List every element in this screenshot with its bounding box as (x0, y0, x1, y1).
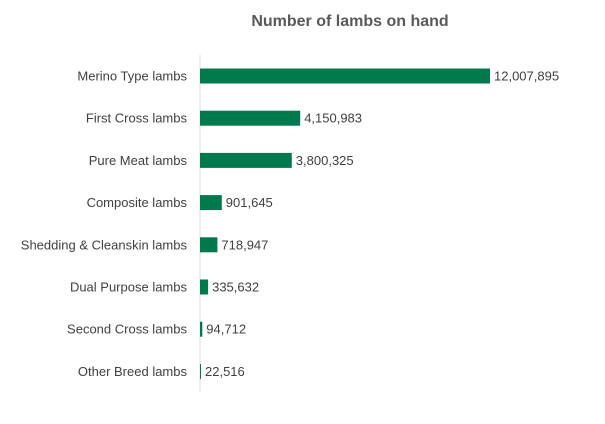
category-label-3: Composite lambs (87, 195, 188, 210)
category-label-5: Dual Purpose lambs (70, 280, 188, 295)
bar-7 (200, 363, 201, 379)
bar-5 (200, 279, 209, 295)
value-label-0: 12,007,895 (494, 69, 559, 84)
bar-3 (200, 195, 222, 211)
category-label-0: Merino Type lambs (77, 69, 187, 84)
bar-0 (200, 68, 490, 84)
bar-2 (200, 152, 292, 168)
value-label-5: 335,632 (212, 280, 259, 295)
chart-title: Number of lambs on hand (251, 13, 448, 30)
category-label-2: Pure Meat lambs (89, 153, 188, 168)
value-label-3: 901,645 (226, 195, 273, 210)
value-labels-group: 12,007,895 4,150,983 3,800,325 901,645 718,9… (205, 69, 559, 379)
value-label-2: 3,800,325 (296, 153, 354, 168)
bar-1 (200, 110, 301, 126)
category-label-6: Second Cross lambs (67, 322, 187, 337)
bar-6 (200, 321, 203, 337)
category-labels-group: Merino Type lambs First Cross lambs Pure M… (21, 69, 188, 379)
category-label-1: First Cross lambs (86, 111, 188, 126)
value-label-6: 94,712 (206, 322, 246, 337)
value-label-4: 718,947 (221, 237, 268, 252)
bars-group (200, 68, 490, 379)
category-label-4: Shedding & Cleanskin lambs (21, 237, 188, 252)
category-label-7: Other Breed lambs (78, 364, 188, 379)
bar-4 (200, 237, 218, 253)
value-label-1: 4,150,983 (304, 111, 362, 126)
value-label-7: 22,516 (205, 364, 245, 379)
